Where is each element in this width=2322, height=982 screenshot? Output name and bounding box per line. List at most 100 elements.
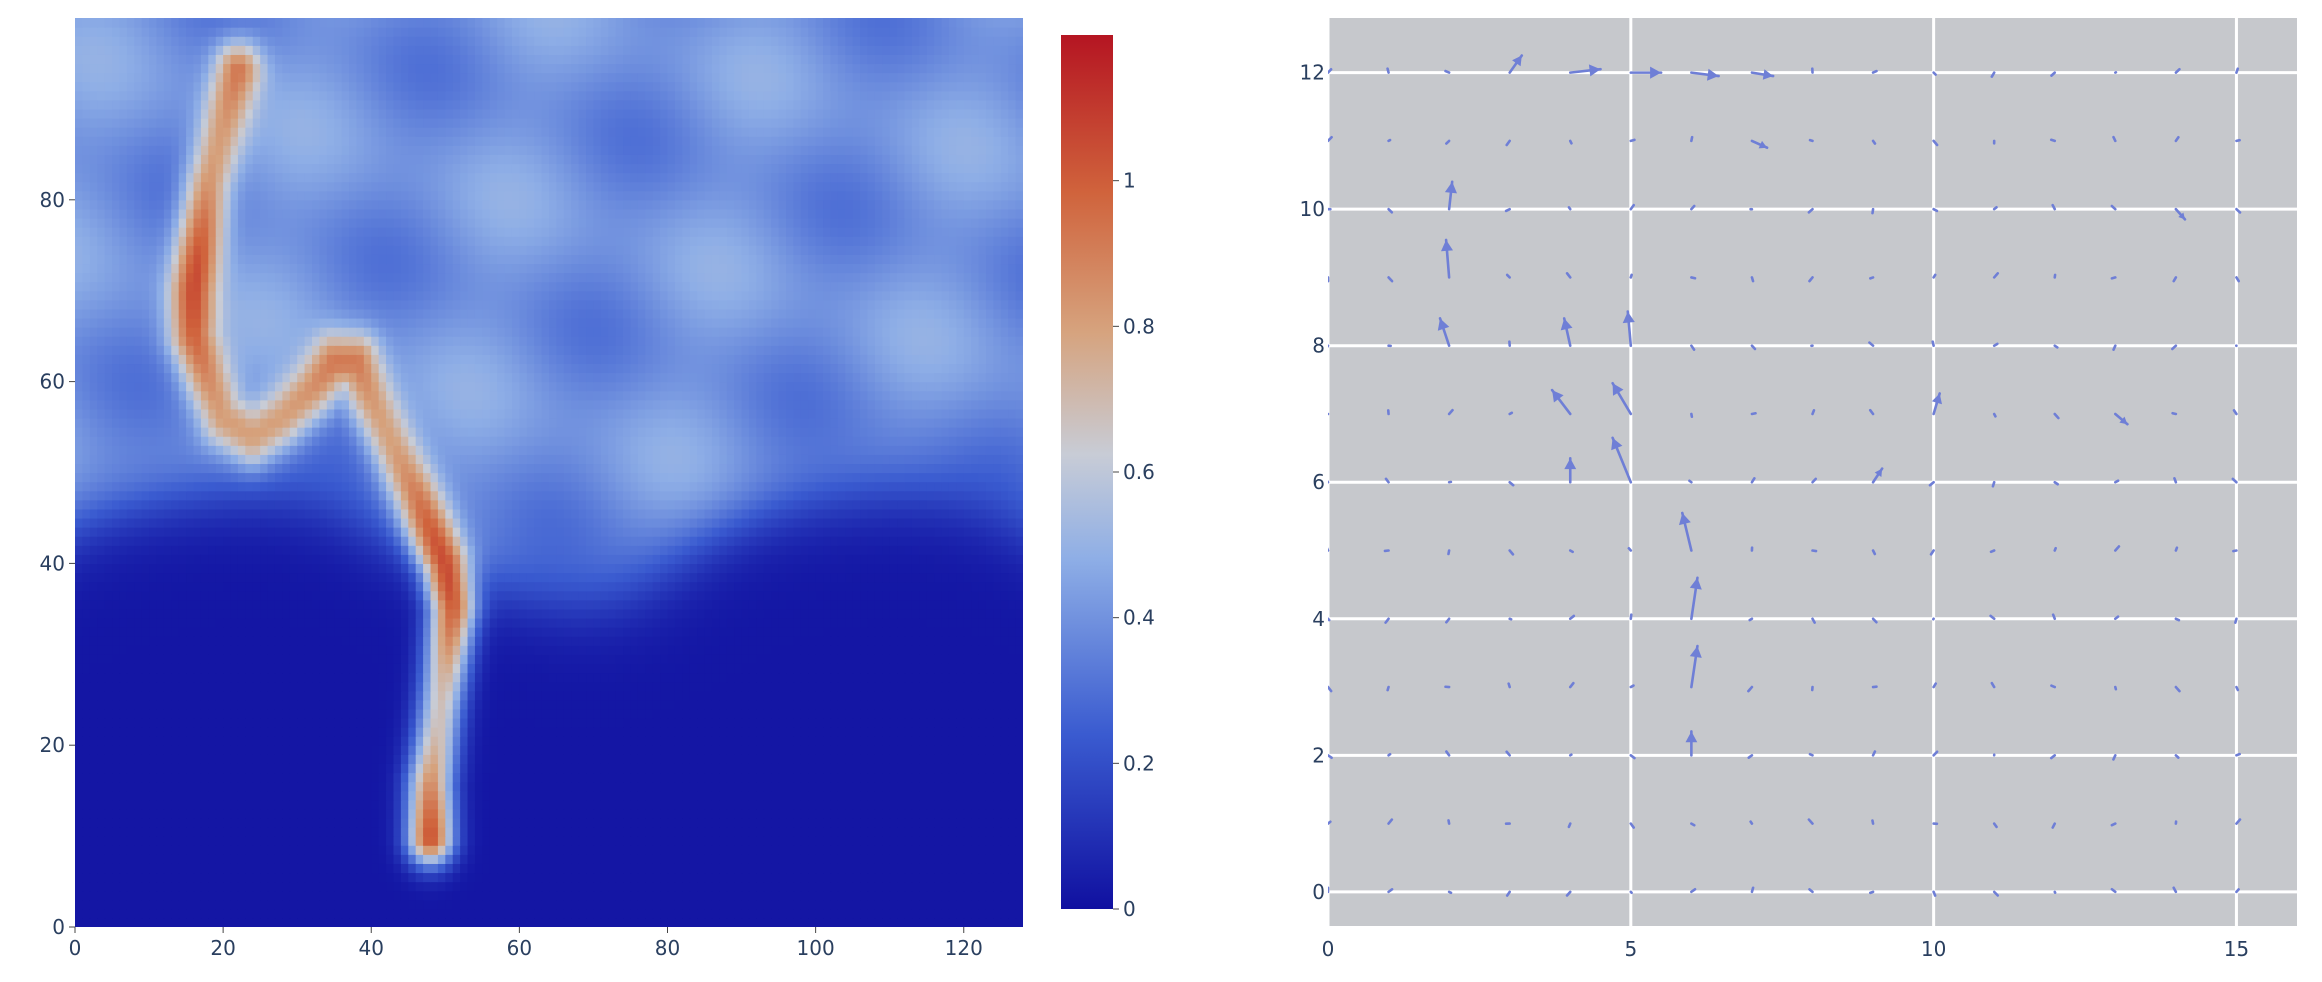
heatmap-cell	[815, 736, 824, 746]
heatmap-cell	[734, 790, 743, 801]
heatmap-cell	[474, 590, 483, 601]
heatmap-cell	[985, 890, 994, 901]
heatmap-cell	[630, 817, 639, 828]
heatmap-cell	[630, 572, 639, 583]
heatmap-cell	[408, 645, 417, 655]
heatmap-cell	[578, 699, 587, 710]
heatmap-cell	[549, 899, 558, 910]
heatmap-cell	[274, 617, 283, 628]
heatmap-cell	[889, 754, 898, 764]
heatmap-cell	[312, 663, 321, 674]
heatmap-cell	[1000, 854, 1009, 864]
heatmap-cell	[400, 717, 409, 728]
heatmap-cell	[304, 736, 313, 746]
heatmap-cell	[571, 899, 580, 910]
heatmap-cell	[763, 863, 772, 874]
heatmap-cell	[112, 627, 121, 637]
heatmap-cell	[1000, 881, 1009, 892]
heatmap-cell	[586, 608, 595, 619]
heatmap-cell	[963, 672, 972, 683]
heatmap-cell	[178, 617, 187, 628]
heatmap-cell	[474, 890, 483, 901]
heatmap-cell	[252, 599, 261, 610]
heatmap-cell	[867, 708, 876, 719]
heatmap-cell	[889, 581, 898, 592]
heatmap-cell	[430, 736, 439, 746]
heatmap-cell	[808, 672, 817, 683]
heatmap-cell	[252, 699, 261, 710]
heatmap-cell	[97, 672, 106, 683]
heatmap-cell	[985, 681, 994, 692]
heatmap-cell	[934, 663, 943, 674]
heatmap-cell	[400, 736, 409, 746]
heatmap-cell	[386, 817, 395, 828]
heatmap-cell	[260, 617, 269, 628]
heatmap-cell	[637, 790, 646, 801]
heatmap-cell	[126, 617, 135, 628]
heatmap-cell	[549, 581, 558, 592]
heatmap-cell	[593, 836, 602, 846]
heatmap-cell	[985, 663, 994, 674]
heatmap-cell	[104, 745, 113, 755]
heatmap-cell	[719, 672, 728, 683]
heatmap-cell	[230, 881, 239, 892]
heatmap-cell	[867, 754, 876, 764]
heatmap-cell	[460, 736, 469, 746]
heatmap-cell	[978, 572, 987, 583]
heatmap-cell	[393, 636, 402, 646]
heatmap-cell	[223, 872, 232, 883]
heatmap-cell	[993, 636, 1002, 646]
heatmap-cell	[874, 699, 883, 710]
heatmap-cell	[156, 836, 165, 846]
heatmap-cell	[104, 881, 113, 892]
heatmap-cell	[682, 854, 691, 864]
heatmap-cell	[393, 754, 402, 764]
heatmap-cell	[786, 845, 795, 855]
heatmap-cell	[897, 781, 906, 792]
heatmap-cell	[800, 817, 809, 828]
heatmap-cell	[504, 754, 513, 764]
heatmap-cell	[104, 827, 113, 837]
heatmap-cell	[971, 790, 980, 801]
heatmap-cell	[378, 763, 387, 774]
heatmap-cell	[948, 654, 957, 664]
heatmap-cell	[734, 636, 743, 646]
heatmap-cell	[882, 836, 891, 846]
heatmap-cell	[386, 763, 395, 774]
heatmap-cell	[445, 581, 454, 592]
heatmap-cell	[245, 863, 254, 874]
heatmap-cell	[904, 836, 913, 846]
heatmap-cell	[623, 917, 632, 927]
heatmap-cell	[541, 663, 550, 674]
heatmap-cell	[297, 608, 306, 619]
heatmap-cell	[237, 754, 246, 764]
heatmap-cell	[756, 590, 765, 601]
heatmap-cell	[119, 727, 128, 737]
heatmap-cell	[482, 608, 491, 619]
heatmap-cell	[904, 827, 913, 837]
heatmap-cell	[156, 717, 165, 728]
heatmap-cell	[948, 681, 957, 692]
heatmap-cell	[297, 772, 306, 783]
heatmap-cell	[1008, 681, 1017, 692]
heatmap-cell	[200, 881, 209, 892]
heatmap-cell	[704, 872, 713, 883]
heatmap-cell	[667, 827, 676, 837]
heatmap-cell	[134, 917, 143, 927]
heatmap-cell	[652, 781, 661, 792]
heatmap-cell	[867, 772, 876, 783]
heatmap-cell	[748, 872, 757, 883]
heatmap-cell	[867, 690, 876, 701]
heatmap-cell	[75, 617, 84, 628]
heatmap-cell	[319, 827, 328, 837]
heatmap-cell	[423, 645, 432, 655]
heatmap-cell	[793, 854, 802, 864]
heatmap-cell	[985, 690, 994, 701]
heatmap-cell	[200, 836, 209, 846]
heatmap-cell	[97, 590, 106, 601]
heatmap-cell	[386, 727, 395, 737]
heatmap-cell	[941, 899, 950, 910]
heatmap-cell	[660, 854, 669, 864]
heatmap-cell	[104, 572, 113, 583]
heatmap-cell	[630, 872, 639, 883]
